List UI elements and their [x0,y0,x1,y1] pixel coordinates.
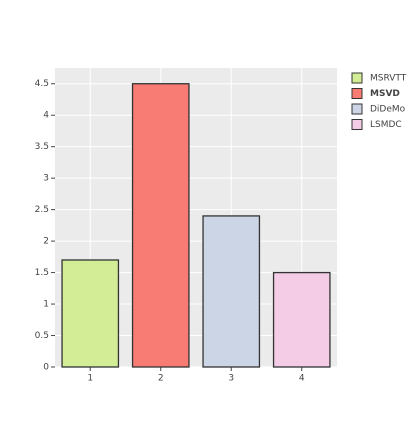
x-tick-label: 4 [299,374,305,384]
x-tick-label: 1 [87,374,93,384]
legend-label[interactable]: MSRVTT [370,74,407,84]
y-tick-label: 0.5 [35,331,49,341]
y-tick-label: 4.5 [35,79,49,89]
y-tick-label: 4 [43,111,49,121]
bar [131,83,190,368]
bar [202,215,261,368]
x-tick-label: 2 [158,374,164,384]
y-tick-label: 2.5 [35,205,49,215]
legend-swatch[interactable] [351,103,363,115]
legend-label[interactable]: MSVD [370,89,400,99]
legend-label[interactable]: LSMDC [370,120,402,130]
y-tick-label: 3.5 [35,142,49,152]
y-tick-label: 1.5 [35,268,49,278]
y-tick-label: 1 [43,300,49,310]
x-tick-label: 3 [228,374,234,384]
y-tick-label: 3 [43,174,49,184]
legend-label[interactable]: DiDeMo [370,105,406,115]
y-tick-label: 0 [43,363,49,373]
legend-swatch[interactable] [351,119,363,130]
y-tick-label: 2 [43,237,49,247]
bar [61,259,120,368]
bar [272,271,331,368]
legend-swatch[interactable] [351,72,363,84]
legend-swatch[interactable] [351,88,363,99]
